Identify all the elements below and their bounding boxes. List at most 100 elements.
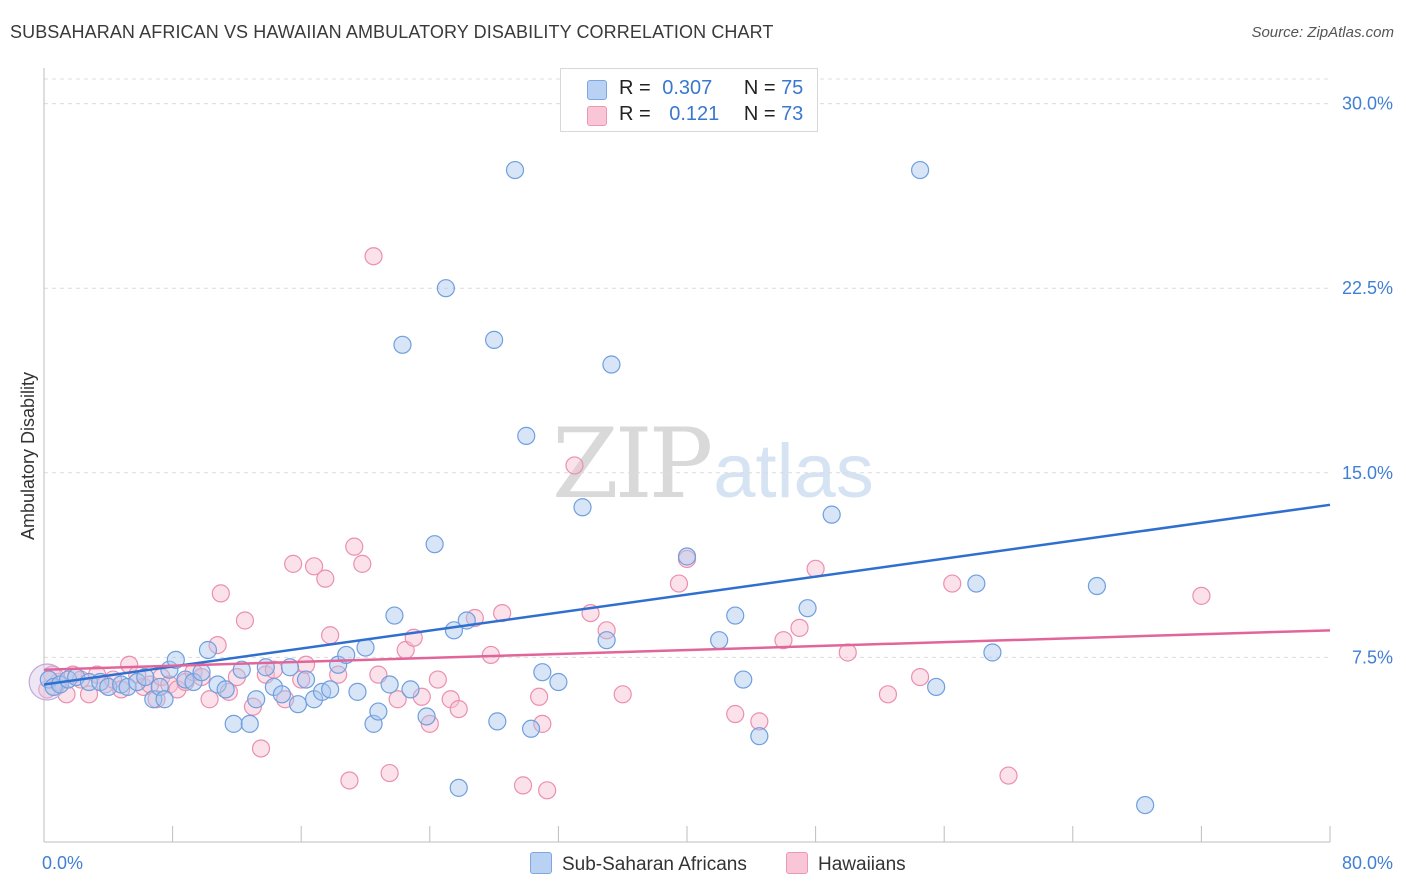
subsaharan-point [602,355,621,374]
y-tick-label: 22.5% [1342,278,1393,298]
subsaharan-point [677,547,697,566]
legend-swatch-pink [587,106,607,126]
legend-r-label: R = [619,77,651,99]
trend-lines [43,503,1331,686]
subsaharan-point [726,606,745,625]
hawaiian-point [513,776,533,795]
hawaiian-point [353,554,372,573]
hawaiian-point [999,766,1018,785]
hawaiian-point [726,704,745,724]
bottom-legend-subsaharan: Sub-Saharan Africans [530,852,747,876]
hawaiian-point [774,631,793,650]
subsaharan-point [288,695,308,714]
hawaiian-point [750,712,769,731]
subsaharan-point [247,690,266,709]
bottom-legend-hawaiians: Hawaiians [786,852,906,876]
subsaharan-point [436,279,455,298]
hawaiian-point [533,714,552,733]
subsaharan-point [321,680,340,699]
legend-r-label: R = [619,103,651,125]
hawaiian-point [565,456,584,475]
hawaiian-point [340,771,359,790]
legend-n-value: 75 [781,77,804,99]
bottom-legend-label-subsaharan: Sub-Saharan Africans [562,854,747,875]
subsaharan-point [597,631,616,650]
hawaiian-point [412,687,431,706]
legend-r-value: 0.121 [669,103,720,125]
y-tick-label: 7.5% [1352,647,1393,667]
subsaharan-point [485,330,504,349]
subsaharan-point [401,680,420,699]
subsaharan-points [39,160,1155,815]
hawaiian-point [910,667,930,687]
subsaharan-point [224,714,243,733]
hawaiian-point [200,690,219,709]
subsaharan-point [734,670,753,689]
hawaiian-point [597,621,616,640]
hawaiian-point [943,574,962,593]
watermark: ZIPatlas [552,408,874,520]
hawaiian-point [613,685,632,704]
hawaiian-point [251,739,271,758]
x-tick-label: 0.0% [42,853,83,873]
subsaharan-point [1136,795,1155,815]
subsaharan-point [910,160,930,180]
subsaharan-point [983,643,1002,662]
legend-r-value: 0.307 [662,77,713,99]
subsaharan-point [166,650,185,669]
subsaharan-point [256,658,275,677]
y-axis-label: Ambulatory Disability [18,372,38,540]
watermark-zip: ZIP [552,408,713,520]
subsaharan-point [425,535,444,554]
hawaiian-point [219,682,238,701]
subsaharan-point [822,505,841,524]
hawaiian-point [538,781,557,800]
subsaharan-trend-line [43,503,1331,686]
subsaharan-point [517,426,536,445]
subsaharan-point [198,640,218,660]
hawaiian-point [878,685,898,704]
subsaharan-point [1087,576,1107,596]
legend-n-label: N = [743,77,776,99]
subsaharan-point [967,574,986,593]
subsaharan-point [348,682,367,701]
hawaiian-point [304,557,324,576]
subsaharan-point [533,663,552,682]
subsaharan-point [240,714,259,733]
subsaharan-point [417,707,436,726]
subsaharan-point [296,670,316,689]
subsaharan-point [118,677,137,697]
subsaharan-point [380,675,399,694]
hawaiian-point [79,685,99,704]
subsaharan-point [573,498,592,517]
subsaharan-point [505,160,525,180]
hawaiian-point [380,763,399,783]
y-tick-label: 30.0% [1342,94,1393,114]
subsaharan-point [155,690,174,709]
hawaiian-point [284,554,303,573]
bottom-legend-swatch-blue [530,852,552,874]
subsaharan-point [750,727,769,746]
subsaharan-point [216,680,235,699]
hawaiian-point [316,569,335,588]
hawaiians-points [28,247,1211,800]
hawaiian-point [329,665,348,684]
source-label: Source: ZipAtlas.com [1251,24,1394,41]
hawaiian-point [208,635,227,655]
legend-n-label: N = [743,103,776,125]
hawaiian-point [235,611,255,630]
legend: R = 0.307 N = 75 R = 0.121 N = 73 [560,68,818,132]
subsaharan-point [549,672,568,692]
bottom-legend-label-hawaiians: Hawaiians [818,854,906,875]
subsaharan-point [927,677,946,697]
hawaiian-point [790,618,809,637]
hawaiian-point [1192,586,1211,605]
subsaharan-point [385,606,404,625]
hawaiian-trend-line [43,629,1331,671]
subsaharan-point [232,660,251,679]
hawaiian-point [321,626,340,645]
legend-swatch-blue [587,80,607,100]
hawaiian-point [428,670,447,689]
subsaharan-point [521,719,541,738]
